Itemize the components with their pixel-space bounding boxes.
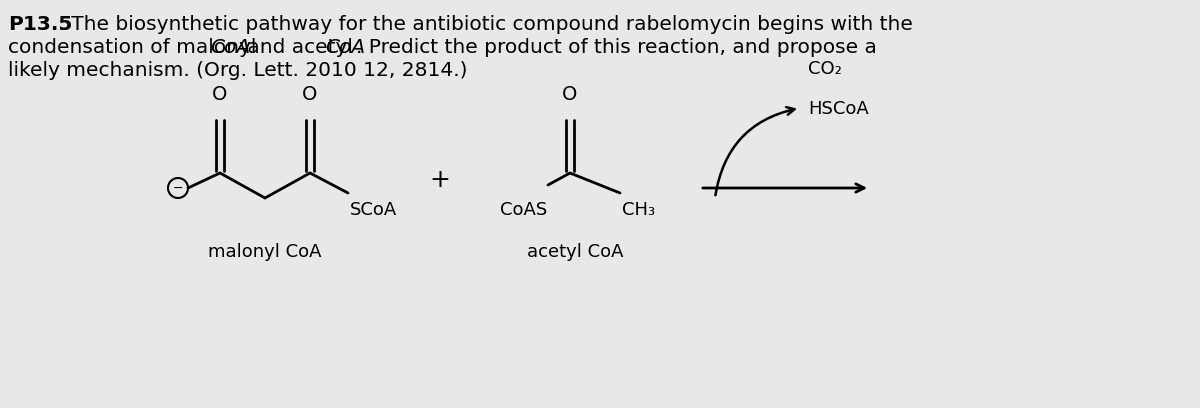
Text: O: O — [563, 85, 577, 104]
Text: and acetyl: and acetyl — [241, 38, 359, 57]
Text: HSCoA: HSCoA — [808, 100, 869, 118]
Text: CH₃: CH₃ — [622, 201, 655, 219]
Text: O: O — [302, 85, 318, 104]
Text: : The biosynthetic pathway for the antibiotic compound rabelomycin begins with t: : The biosynthetic pathway for the antib… — [58, 15, 913, 34]
Text: CO₂: CO₂ — [808, 60, 842, 78]
Text: condensation of malonyl: condensation of malonyl — [8, 38, 263, 57]
Text: P13.5: P13.5 — [8, 15, 72, 34]
Text: O: O — [212, 85, 228, 104]
Text: malonyl CoA: malonyl CoA — [209, 243, 322, 261]
Text: CoA: CoA — [210, 38, 250, 57]
Text: likely mechanism. (Org. Lett. 2010 12, 2814.): likely mechanism. (Org. Lett. 2010 12, 2… — [8, 61, 468, 80]
Text: acetyl CoA: acetyl CoA — [527, 243, 623, 261]
Text: CoA: CoA — [325, 38, 365, 57]
Text: . Predict the product of this reaction, and propose a: . Predict the product of this reaction, … — [356, 38, 877, 57]
Text: CoAS: CoAS — [500, 201, 547, 219]
Text: SCoA: SCoA — [350, 201, 397, 219]
Text: +: + — [430, 168, 450, 192]
Text: −: − — [173, 182, 184, 195]
